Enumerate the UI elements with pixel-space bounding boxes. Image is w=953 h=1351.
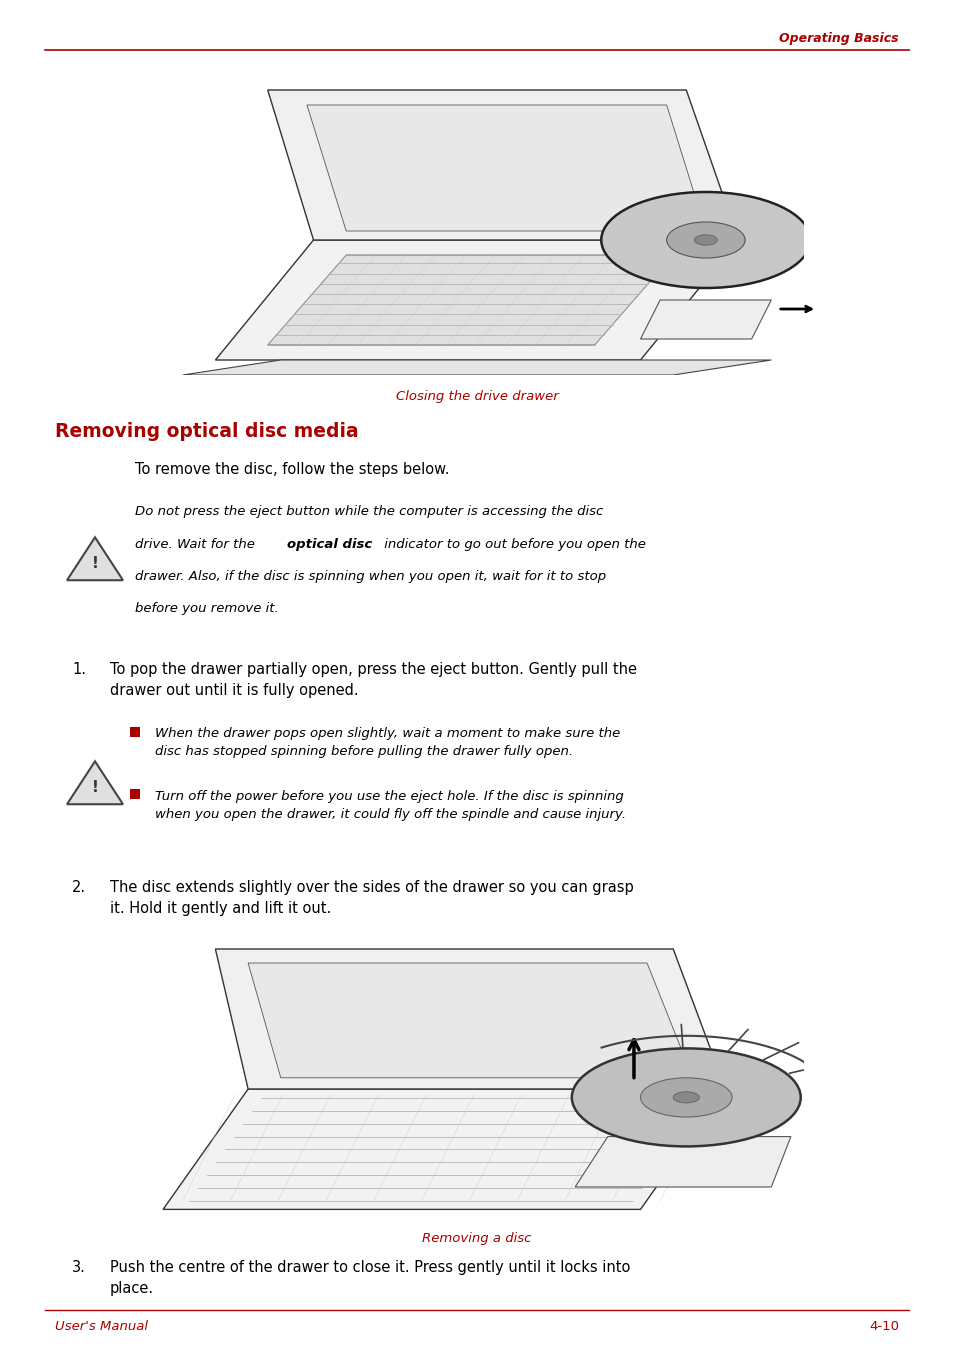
Text: !: !: [91, 781, 98, 796]
Text: Operating Basics: Operating Basics: [779, 32, 898, 45]
Text: before you remove it.: before you remove it.: [135, 603, 278, 615]
Ellipse shape: [666, 222, 744, 258]
Ellipse shape: [571, 1048, 800, 1147]
Polygon shape: [639, 300, 770, 339]
Ellipse shape: [600, 192, 810, 288]
Text: drive. Wait for the: drive. Wait for the: [135, 538, 259, 551]
Text: To remove the disc, follow the steps below.: To remove the disc, follow the steps bel…: [135, 462, 449, 477]
Text: Do not press the eject button while the computer is accessing the disc: Do not press the eject button while the …: [135, 505, 602, 517]
Text: To pop the drawer partially open, press the eject button. Gently pull the
drawer: To pop the drawer partially open, press …: [110, 662, 637, 698]
Text: 3.: 3.: [71, 1260, 86, 1275]
Polygon shape: [307, 105, 705, 231]
Polygon shape: [183, 359, 770, 376]
Text: Removing a disc: Removing a disc: [422, 1232, 531, 1246]
Text: !: !: [91, 557, 98, 571]
Text: Push the centre of the drawer to close it. Press gently until it locks into
plac: Push the centre of the drawer to close i…: [110, 1260, 630, 1296]
Text: Turn off the power before you use the eject hole. If the disc is spinning
when y: Turn off the power before you use the ej…: [154, 790, 625, 821]
Text: 1.: 1.: [71, 662, 86, 677]
Text: drawer. Also, if the disc is spinning when you open it, wait for it to stop: drawer. Also, if the disc is spinning wh…: [135, 570, 605, 584]
Polygon shape: [248, 963, 692, 1078]
Polygon shape: [163, 1089, 725, 1209]
Text: Removing optical disc media: Removing optical disc media: [55, 422, 358, 440]
Polygon shape: [268, 91, 738, 240]
Text: User's Manual: User's Manual: [55, 1320, 148, 1333]
Text: 4-10: 4-10: [868, 1320, 898, 1333]
Text: optical disc: optical disc: [287, 538, 372, 551]
Polygon shape: [575, 1136, 790, 1188]
Polygon shape: [215, 948, 725, 1089]
Text: indicator to go out before you open the: indicator to go out before you open the: [379, 538, 645, 551]
Ellipse shape: [673, 1092, 699, 1102]
Ellipse shape: [694, 235, 717, 246]
Text: 2.: 2.: [71, 880, 86, 894]
Text: The disc extends slightly over the sides of the drawer so you can grasp
it. Hold: The disc extends slightly over the sides…: [110, 880, 633, 916]
Polygon shape: [215, 240, 738, 359]
Polygon shape: [268, 255, 673, 345]
Text: When the drawer pops open slightly, wait a moment to make sure the
disc has stop: When the drawer pops open slightly, wait…: [154, 727, 619, 758]
Text: Closing the drive drawer: Closing the drive drawer: [395, 390, 558, 403]
Ellipse shape: [639, 1078, 731, 1117]
